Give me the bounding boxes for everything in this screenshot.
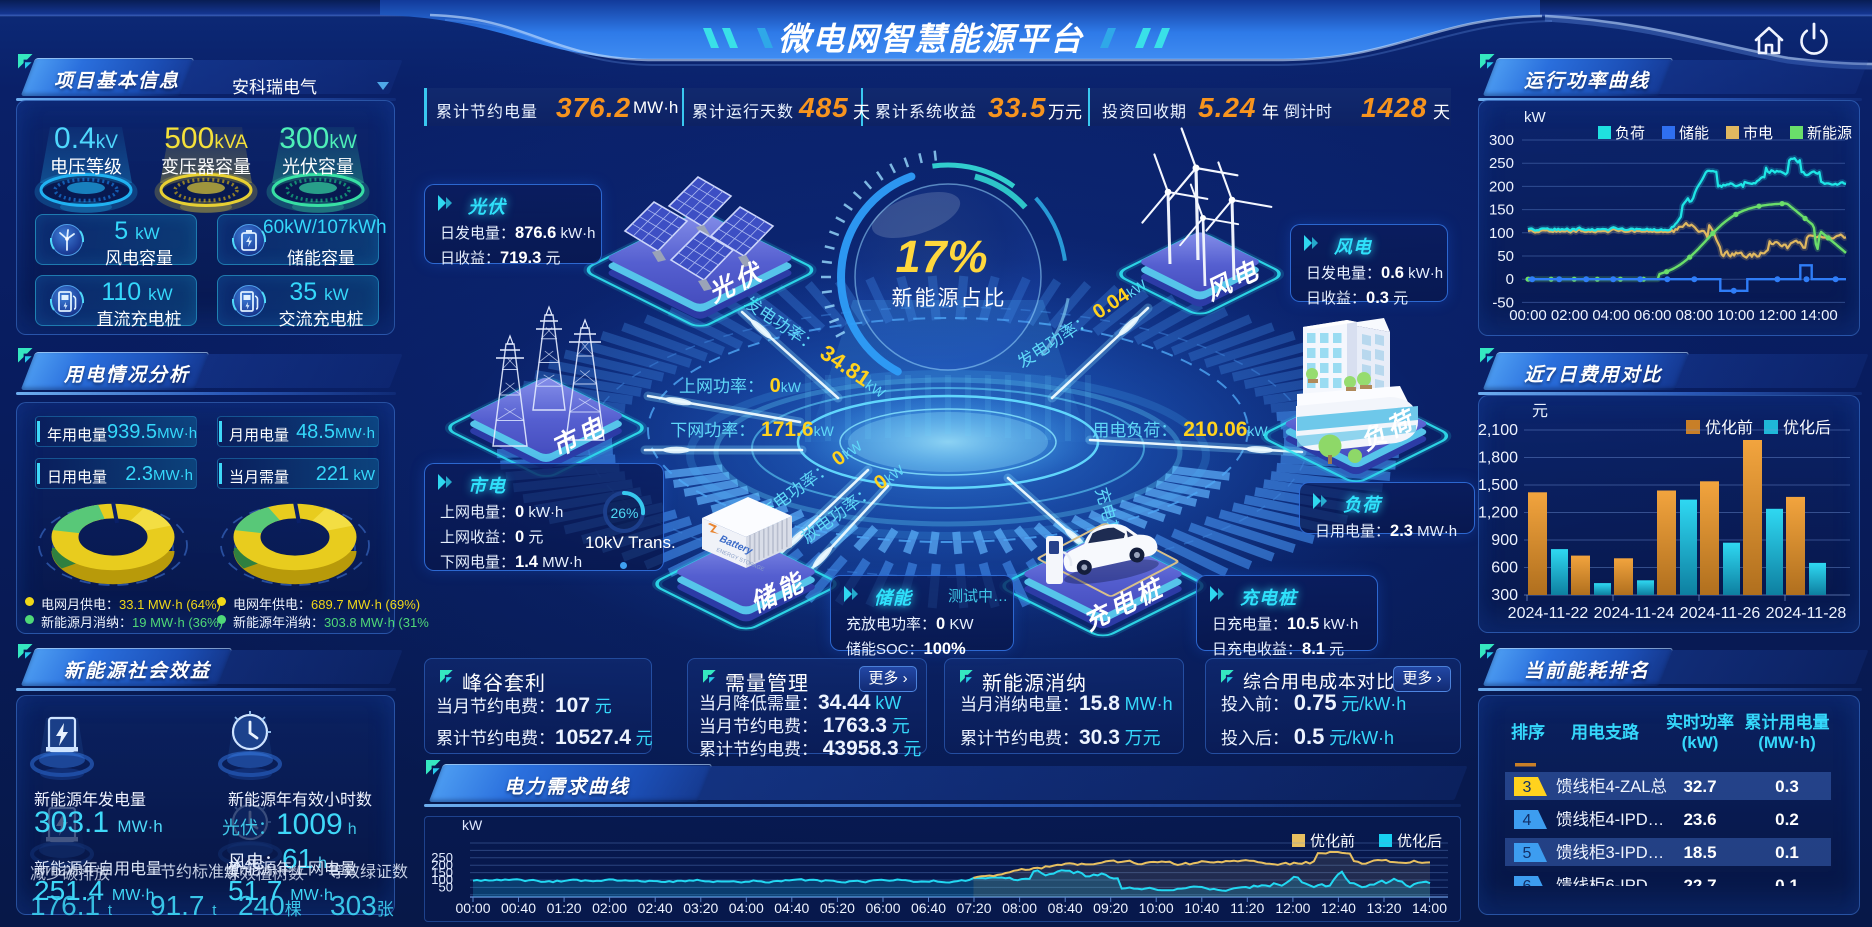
- svg-text:17%: 17%: [895, 231, 988, 282]
- svg-text:4: 4: [1523, 812, 1532, 829]
- svg-text:08:00: 08:00: [1002, 900, 1037, 916]
- svg-text:2024-11-28: 2024-11-28: [1766, 605, 1847, 622]
- svg-text:1,800: 1,800: [1478, 450, 1518, 467]
- svg-text:0.1: 0.1: [1775, 876, 1799, 895]
- svg-text:2024-11-22: 2024-11-22: [1508, 605, 1589, 622]
- svg-text:10:40: 10:40: [1184, 900, 1219, 916]
- svg-text:(MW·h): (MW·h): [1758, 733, 1816, 752]
- svg-text:实时功率: 实时功率: [1666, 712, 1734, 732]
- svg-text:50: 50: [1497, 248, 1514, 265]
- svg-text:04:40: 04:40: [774, 900, 809, 916]
- svg-text:00:40: 00:40: [501, 900, 536, 916]
- svg-text:6: 6: [1523, 878, 1532, 895]
- svg-text:12:40: 12:40: [1321, 900, 1356, 916]
- svg-text:14:00: 14:00: [1412, 900, 1447, 916]
- svg-text:22.7: 22.7: [1683, 876, 1716, 895]
- svg-text:04:00: 04:00: [1592, 307, 1630, 324]
- svg-text:0: 0: [1506, 271, 1514, 288]
- svg-text:06:40: 06:40: [911, 900, 946, 916]
- svg-text:12:00: 12:00: [1275, 900, 1310, 916]
- svg-text:微电网智慧能源平台: 微电网智慧能源平台: [778, 21, 1084, 57]
- svg-text:300: 300: [1491, 587, 1518, 604]
- svg-text:13:20: 13:20: [1366, 900, 1401, 916]
- svg-text:负荷: 负荷: [1615, 125, 1645, 142]
- svg-text:11:20: 11:20: [1230, 900, 1264, 916]
- svg-text:200: 200: [431, 857, 453, 872]
- svg-text:200: 200: [1489, 178, 1514, 195]
- svg-text:kW: kW: [1524, 109, 1547, 126]
- svg-text:04:00: 04:00: [729, 900, 764, 916]
- svg-text:优化前: 优化前: [1310, 833, 1355, 850]
- svg-text:08:00: 08:00: [1676, 307, 1714, 324]
- svg-text:2024-11-26: 2024-11-26: [1680, 605, 1761, 622]
- svg-text:市电: 市电: [1743, 125, 1773, 142]
- svg-text:排序: 排序: [1511, 722, 1545, 742]
- svg-text:0.3: 0.3: [1775, 777, 1799, 796]
- svg-text:00:00: 00:00: [455, 900, 490, 916]
- svg-text:06:00: 06:00: [865, 900, 900, 916]
- svg-text:2024-11-24: 2024-11-24: [1594, 605, 1675, 622]
- svg-text:150: 150: [431, 865, 453, 880]
- svg-text:02:00: 02:00: [592, 900, 627, 916]
- svg-text:06:00: 06:00: [1634, 307, 1672, 324]
- svg-text:50: 50: [439, 880, 453, 895]
- svg-text:32.7: 32.7: [1683, 777, 1716, 796]
- svg-text:100: 100: [1489, 225, 1514, 242]
- svg-text:900: 900: [1491, 532, 1518, 549]
- svg-text:1,500: 1,500: [1478, 477, 1518, 494]
- svg-text:储能: 储能: [1679, 125, 1709, 142]
- svg-text:10:00: 10:00: [1717, 307, 1755, 324]
- svg-text:100: 100: [431, 872, 453, 887]
- svg-text:新能源: 新能源: [1807, 125, 1852, 142]
- svg-text:250: 250: [431, 850, 453, 865]
- svg-text:上网功率： 0kW: 上网功率： 0kW: [679, 375, 802, 397]
- svg-text:馈线柜3-IPD…: 馈线柜3-IPD…: [1556, 843, 1664, 862]
- svg-text:03:20: 03:20: [683, 900, 718, 916]
- svg-text:3: 3: [1523, 779, 1532, 796]
- svg-text:02:00: 02:00: [1551, 307, 1589, 324]
- svg-text:0.1: 0.1: [1775, 843, 1799, 862]
- svg-text:5: 5: [1523, 845, 1532, 862]
- svg-text:10:00: 10:00: [1139, 900, 1174, 916]
- svg-text:优化前: 优化前: [1705, 419, 1753, 437]
- svg-text:09:20: 09:20: [1093, 900, 1128, 916]
- svg-text:12:00: 12:00: [1759, 307, 1797, 324]
- svg-text:馈线柜4-ZAL总: 馈线柜4-ZAL总: [1556, 777, 1667, 796]
- svg-text:00:00: 00:00: [1509, 307, 1547, 324]
- svg-text:-50: -50: [1492, 294, 1514, 311]
- svg-text:kW: kW: [462, 817, 483, 833]
- svg-text:馈线柜6-IPD: 馈线柜6-IPD: [1556, 876, 1648, 895]
- svg-text:优化后: 优化后: [1783, 419, 1831, 437]
- svg-text:用电负荷： 210.06kW: 用电负荷： 210.06kW: [1092, 418, 1268, 441]
- svg-text:23.6: 23.6: [1683, 810, 1716, 829]
- svg-text:累计用电量: 累计用电量: [1745, 712, 1830, 732]
- svg-text:馈线柜4-IPD…: 馈线柜4-IPD…: [1556, 810, 1664, 829]
- svg-text:0.2: 0.2: [1775, 810, 1799, 829]
- svg-text:优化后: 优化后: [1397, 833, 1442, 850]
- svg-text:18.5: 18.5: [1683, 843, 1716, 862]
- svg-text:14:00: 14:00: [1800, 307, 1838, 324]
- svg-text:用电支路: 用电支路: [1571, 722, 1640, 742]
- svg-text:元: 元: [1532, 403, 1548, 420]
- svg-text:01:20: 01:20: [547, 900, 582, 916]
- svg-text:1,200: 1,200: [1478, 505, 1518, 522]
- svg-text:300: 300: [1489, 132, 1514, 149]
- svg-text:600: 600: [1491, 560, 1518, 577]
- svg-text:2,100: 2,100: [1478, 422, 1518, 439]
- svg-text:新能源占比: 新能源占比: [892, 287, 1007, 310]
- svg-text:08:40: 08:40: [1048, 900, 1083, 916]
- svg-text:07:20: 07:20: [956, 900, 991, 916]
- svg-text:05:20: 05:20: [820, 900, 855, 916]
- svg-text:250: 250: [1489, 155, 1514, 172]
- svg-text:02:40: 02:40: [638, 900, 673, 916]
- svg-text:下网功率： 171.6kW: 下网功率： 171.6kW: [670, 418, 834, 441]
- svg-text:150: 150: [1489, 202, 1514, 219]
- svg-text:(kW): (kW): [1682, 733, 1719, 752]
